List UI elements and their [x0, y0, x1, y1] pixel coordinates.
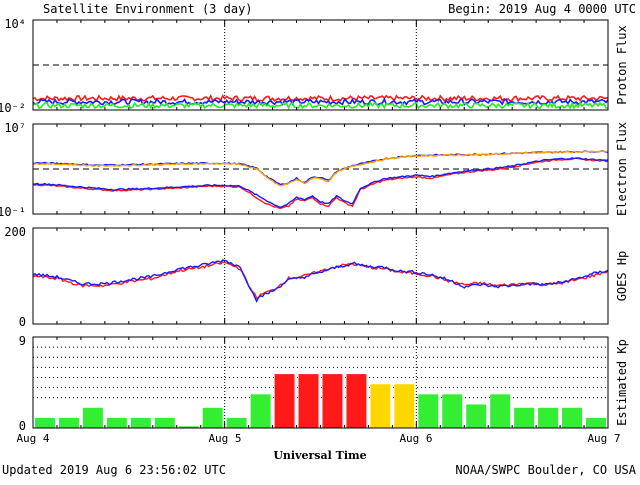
panels: 10⁴ 10⁻² Proton Flux 10⁷ 10⁻¹ Electron Flux 20…	[0, 17, 629, 433]
kp-bar	[226, 417, 247, 428]
y-tick-label: 10⁴	[4, 17, 26, 31]
kp-bar	[58, 417, 79, 428]
x-axis-label: Universal Time	[273, 449, 366, 462]
x-tick-label: Aug 5	[208, 432, 241, 445]
y-axis-label: GOES Hp	[615, 251, 629, 302]
kp-bar	[346, 374, 367, 428]
y-axis-label: Proton Flux	[615, 25, 629, 104]
kp-bar	[586, 417, 606, 428]
x-tick-label: Aug 7	[587, 432, 620, 445]
kp-bar	[322, 374, 343, 428]
kp-bar	[82, 407, 103, 428]
y-tick-label: 10⁻¹	[0, 205, 26, 219]
series-line	[32, 94, 609, 103]
source-credit: NOAA/SWPC Boulder, CO USA	[455, 463, 636, 477]
chart-title: Satellite Environment (3 day)	[43, 2, 253, 16]
kp-bar	[274, 374, 295, 428]
kp-bar	[490, 394, 511, 428]
kp-bar	[178, 426, 199, 428]
series-line	[32, 157, 609, 210]
x-tick-label: Aug 4	[16, 432, 49, 445]
kp-bar	[370, 384, 391, 428]
y-tick-label: 9	[19, 334, 26, 348]
kp-bar	[154, 417, 175, 428]
kp-bar	[35, 417, 55, 428]
begin-date: Begin: 2019 Aug 4 0000 UTC	[448, 2, 636, 16]
series-line	[32, 261, 609, 300]
y-tick-label: 10⁷	[4, 121, 26, 135]
series-line	[33, 157, 609, 209]
series-line	[33, 150, 609, 187]
kp-bar	[394, 384, 415, 428]
kp-bar	[298, 374, 319, 428]
kp-bar	[562, 407, 583, 428]
panel-frame	[32, 123, 609, 215]
y-axis-label: Electron Flux	[615, 122, 629, 216]
y-axis-label: Estimated Kp	[615, 339, 629, 426]
y-tick-label: 200	[4, 225, 26, 239]
kp-bar	[442, 394, 463, 428]
series-line	[32, 259, 609, 304]
kp-bar	[514, 407, 535, 428]
x-tick-label: Aug 6	[399, 432, 432, 445]
y-tick-label: 0	[19, 419, 26, 433]
kp-bar	[466, 404, 487, 428]
kp-bar	[418, 394, 439, 428]
kp-bar	[538, 407, 559, 428]
series-line	[32, 101, 609, 110]
panel-frame	[32, 227, 609, 325]
kp-bar	[106, 417, 127, 428]
updated-timestamp: Updated 2019 Aug 6 23:56:02 UTC	[2, 463, 226, 477]
kp-bar	[130, 417, 151, 428]
y-tick-label: 10⁻²	[0, 101, 26, 115]
kp-bar	[250, 394, 271, 428]
kp-bar	[202, 407, 223, 428]
y-tick-label: 0	[19, 315, 26, 329]
series-line	[32, 150, 609, 186]
